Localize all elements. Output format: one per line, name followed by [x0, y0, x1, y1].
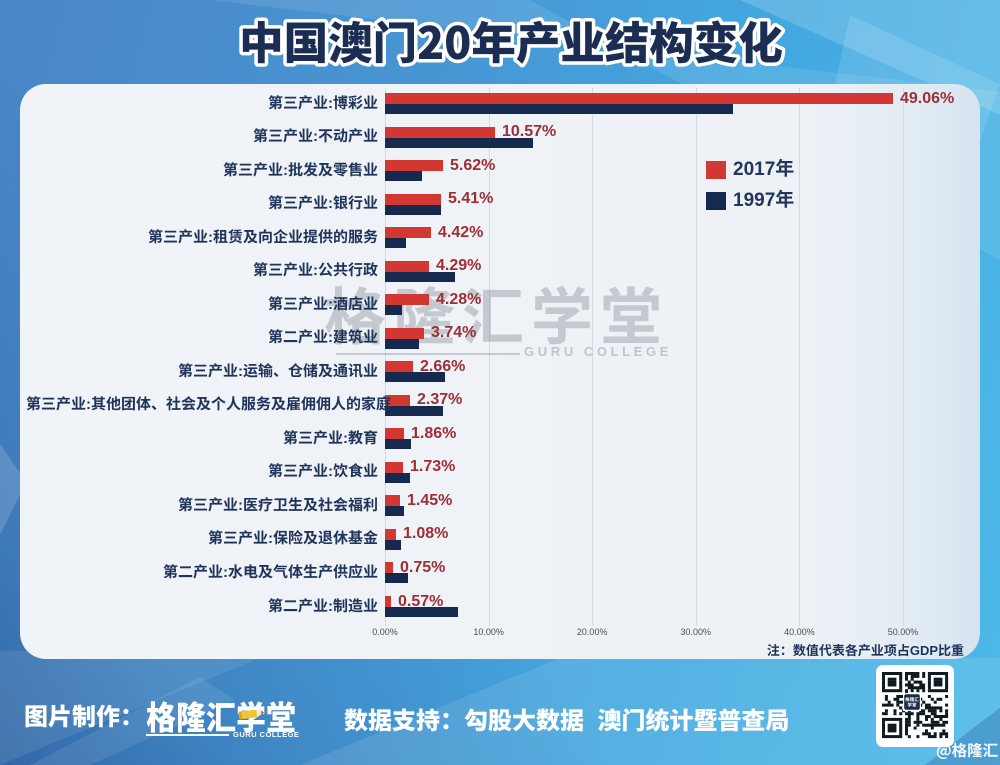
svg-text:学堂: 学堂: [907, 703, 917, 709]
svg-text:中国澳门20年产业结构变化: 中国澳门20年产业结构变化: [239, 7, 783, 72]
svg-text:格隆汇: 格隆汇: [905, 697, 919, 703]
